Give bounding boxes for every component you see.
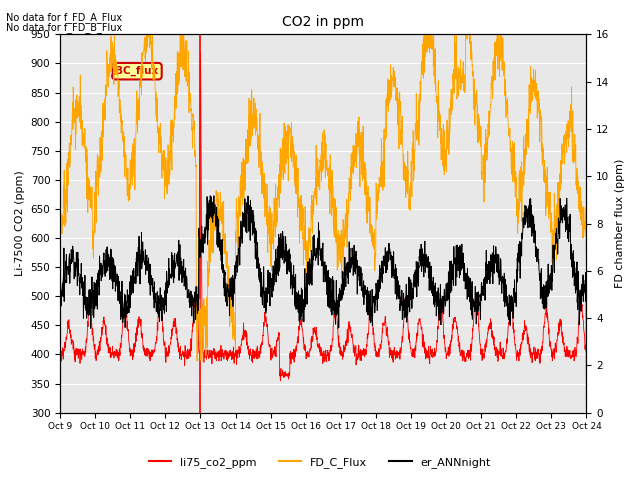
Y-axis label: FD chamber flux (ppm): FD chamber flux (ppm) xyxy=(615,159,625,288)
Title: CO2 in ppm: CO2 in ppm xyxy=(282,15,364,29)
Y-axis label: Li-7500 CO2 (ppm): Li-7500 CO2 (ppm) xyxy=(15,170,25,276)
Text: BC_flux: BC_flux xyxy=(115,66,159,76)
Legend: li75_co2_ppm, FD_C_Flux, er_ANNnight: li75_co2_ppm, FD_C_Flux, er_ANNnight xyxy=(145,452,495,472)
Text: No data for f_FD_A_Flux: No data for f_FD_A_Flux xyxy=(6,12,122,23)
Text: No data for f_FD_B_Flux: No data for f_FD_B_Flux xyxy=(6,22,123,33)
